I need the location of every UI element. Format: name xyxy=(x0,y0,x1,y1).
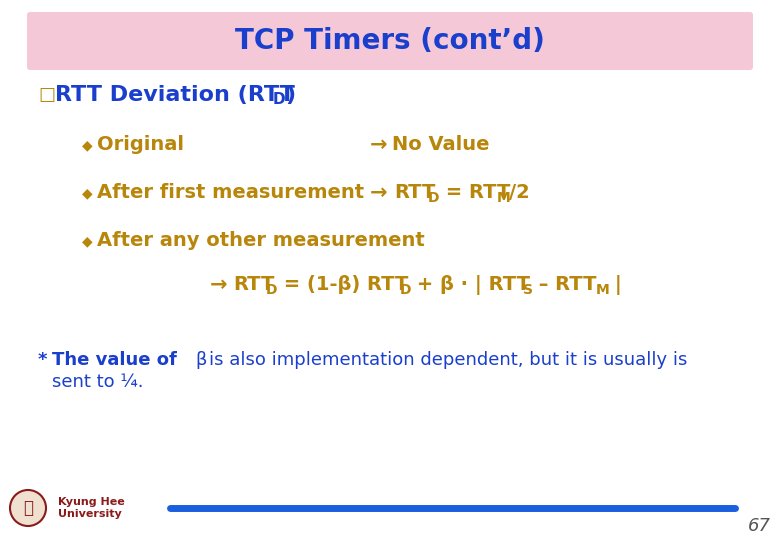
Text: University: University xyxy=(58,509,122,519)
Text: After any other measurement: After any other measurement xyxy=(97,232,425,251)
Text: ): ) xyxy=(285,85,295,105)
Text: After first measurement: After first measurement xyxy=(97,184,364,202)
Text: →: → xyxy=(210,275,228,295)
Text: D: D xyxy=(400,283,412,297)
Text: ◆: ◆ xyxy=(82,234,93,248)
Text: Original: Original xyxy=(97,136,184,154)
Text: D: D xyxy=(428,191,439,205)
Text: S: S xyxy=(523,283,533,297)
Text: →: → xyxy=(370,183,388,203)
Text: β: β xyxy=(195,351,207,369)
Text: Kyung Hee: Kyung Hee xyxy=(58,497,125,507)
Text: M: M xyxy=(497,191,511,205)
Text: M: M xyxy=(596,283,610,297)
FancyBboxPatch shape xyxy=(27,12,753,70)
Text: – RTT: – RTT xyxy=(532,275,597,294)
Text: RTT Deviation (RTT: RTT Deviation (RTT xyxy=(55,85,295,105)
Text: sent to ¼.: sent to ¼. xyxy=(52,373,144,391)
Text: ⛪: ⛪ xyxy=(23,499,33,517)
Text: = (1-β) RTT: = (1-β) RTT xyxy=(277,275,409,294)
Circle shape xyxy=(10,490,46,526)
Text: /2: /2 xyxy=(509,184,530,202)
Text: D: D xyxy=(273,92,285,107)
Text: ◆: ◆ xyxy=(82,186,93,200)
Text: RTT: RTT xyxy=(394,184,435,202)
Text: is also implementation dependent, but it is usually is: is also implementation dependent, but it… xyxy=(209,351,687,369)
Text: No Value: No Value xyxy=(392,136,490,154)
Text: RTT: RTT xyxy=(233,275,275,294)
Text: □: □ xyxy=(38,86,55,104)
Text: 67: 67 xyxy=(748,517,771,535)
Text: →: → xyxy=(370,135,388,155)
Text: ◆: ◆ xyxy=(82,138,93,152)
Text: *: * xyxy=(38,351,48,369)
Text: = RTT: = RTT xyxy=(439,184,510,202)
Text: + β · | RTT: + β · | RTT xyxy=(410,275,530,295)
Text: TCP Timers (cont’d): TCP Timers (cont’d) xyxy=(235,27,545,55)
Text: D: D xyxy=(266,283,278,297)
Text: The value of: The value of xyxy=(52,351,183,369)
Text: |: | xyxy=(608,275,622,295)
